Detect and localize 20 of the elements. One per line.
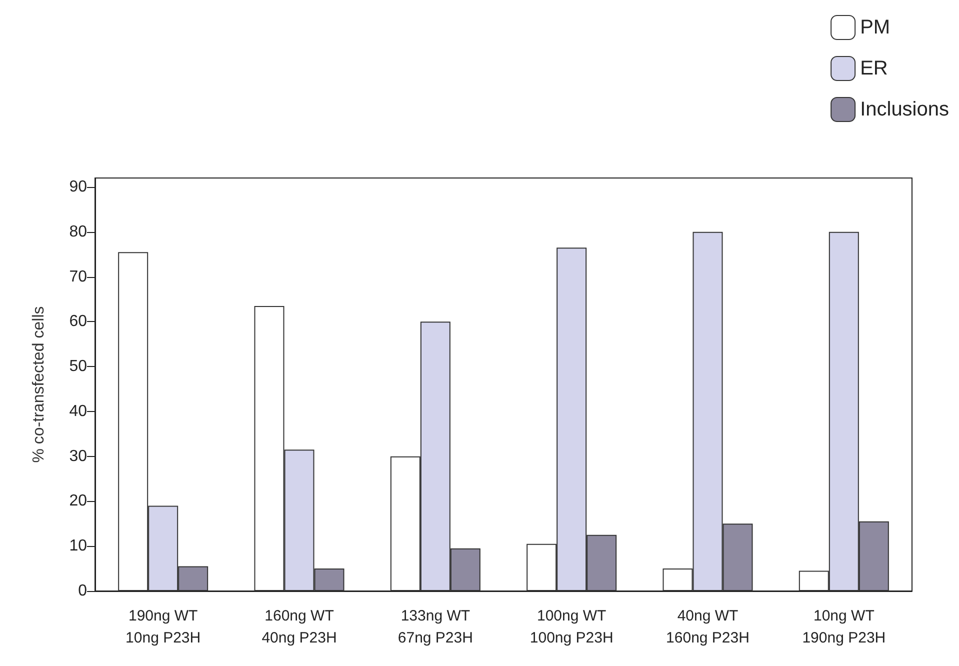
y-tick-label: 90 xyxy=(69,178,88,196)
y-tick-label: 60 xyxy=(69,313,88,330)
x-tick-label: 100ng WT 100ng P23H xyxy=(530,608,614,646)
legend-label: ER xyxy=(860,58,888,80)
y-tick-label: 30 xyxy=(69,448,88,465)
x-tick-label: 40ng WT 160ng P23H xyxy=(666,608,750,646)
x-tick-label: 190ng WT 10ng P23H xyxy=(126,608,201,646)
y-tick-label: 80 xyxy=(69,223,88,240)
y-tick-label: 40 xyxy=(69,402,88,420)
y-axis-title: % co-transfected cells xyxy=(30,306,48,463)
x-tick-label: 10ng WT 190ng P23H xyxy=(802,608,886,646)
x-tick-label: 133ng WT 67ng P23H xyxy=(398,608,473,646)
y-tick-label: 20 xyxy=(69,492,88,510)
y-tick-label: 10 xyxy=(69,538,88,555)
legend-label: Inclusions xyxy=(860,98,949,120)
legend-label: PM xyxy=(860,16,890,38)
y-tick-label: 70 xyxy=(69,268,88,286)
x-tick-label: 160ng WT 40ng P23H xyxy=(262,608,337,646)
y-tick-label: 50 xyxy=(69,358,88,376)
y-tick-label: 0 xyxy=(78,582,88,600)
